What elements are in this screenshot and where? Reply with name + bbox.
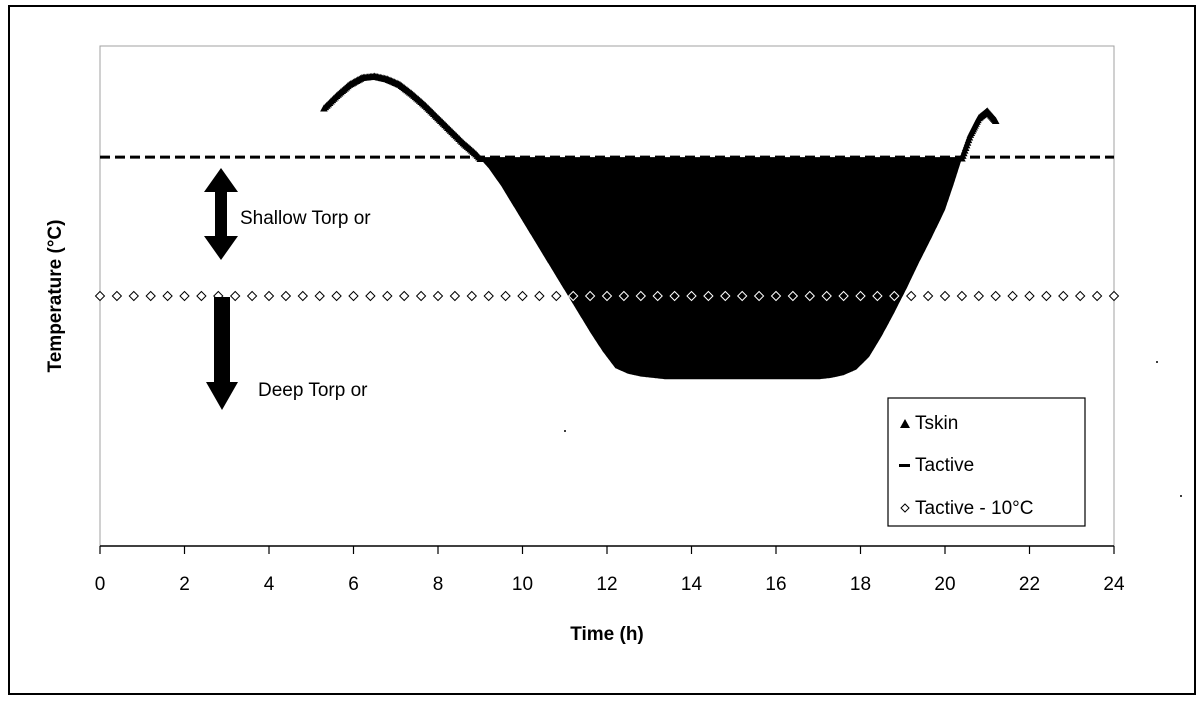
tactive-minus-10-point	[922, 290, 934, 302]
tactive-minus-10-point	[145, 290, 156, 302]
tactive-minus-10-point	[348, 290, 359, 302]
tactive-minus-10-point	[720, 290, 731, 302]
tactive-minus-10-point	[736, 290, 748, 302]
legend: Tskin Tactive Tactive - 10°C	[887, 397, 1086, 527]
shallow-torpor-label: Shallow Torp or	[240, 208, 371, 229]
stray-dot	[564, 430, 566, 432]
tactive-minus-10-point	[517, 290, 528, 302]
tactive-minus-10-point	[652, 290, 663, 302]
tactive-minus-10-point	[162, 290, 173, 302]
deep-torpor-arrow	[206, 297, 238, 410]
deep-torpor-label: Deep Torp or	[258, 380, 368, 401]
x-tick-label: 6	[348, 574, 359, 595]
tactive-minus-10-point	[770, 290, 782, 302]
tactive-minus-10-point	[297, 290, 309, 302]
tactive-minus-10-point	[449, 290, 461, 302]
tactive-minus-10-point	[635, 290, 647, 302]
tactive-minus-10-point	[466, 290, 478, 302]
tskin-point	[476, 154, 485, 162]
tactive-minus-10-point	[872, 290, 883, 302]
tactive-minus-10-point	[905, 290, 917, 302]
legend-box	[887, 397, 1086, 527]
tactive-minus-10-point	[263, 290, 275, 302]
x-tick-label: 12	[596, 574, 617, 595]
tactive-minus-10-point	[432, 290, 444, 302]
x-tick-label: 2	[179, 574, 190, 595]
tactive-minus-10-point	[753, 290, 765, 302]
legend-tskin-label: Tskin	[915, 413, 958, 434]
x-tick-label: 20	[934, 574, 955, 595]
torpor-fill-layer	[478, 157, 963, 380]
tactive-minus-10-point	[382, 290, 393, 302]
tactive-minus-10-point	[314, 290, 325, 302]
tactive-minus-10-point	[534, 290, 545, 302]
tactive-minus-10-point	[1024, 290, 1035, 302]
tactive-minus-10-point	[365, 290, 376, 302]
tactive-minus-10-point	[128, 290, 140, 302]
legend-tactive-label: Tactive	[915, 455, 974, 476]
tactive-minus-10-point	[280, 290, 292, 302]
tactive-minus-10-point	[889, 290, 900, 302]
x-tick-label: 0	[95, 574, 106, 595]
tactive-minus-10-point	[601, 290, 613, 302]
tactive-minus-10-point	[398, 290, 410, 302]
tactive-minus-10-point	[483, 290, 494, 302]
tactive-minus-10-point	[331, 290, 342, 302]
tactive-minus-10-point	[500, 290, 511, 302]
tactive-minus-10-series	[94, 290, 1120, 302]
tactive-minus-10-point	[551, 290, 562, 302]
tactive-minus-10-point	[686, 290, 697, 302]
legend-tactive-marker	[899, 464, 910, 467]
tactive-minus-10-point	[1041, 290, 1052, 302]
x-tick-label: 14	[681, 574, 703, 595]
x-axis-label: Time (h)	[570, 624, 644, 645]
tactive-minus-10-point	[804, 290, 816, 302]
tskin-point	[991, 117, 1000, 124]
x-tick-label: 22	[1019, 574, 1040, 595]
x-tick-label: 8	[433, 574, 444, 595]
x-tick-label: 10	[512, 574, 533, 595]
tactive-minus-10-point	[618, 290, 630, 302]
tactive-minus-10-point	[973, 290, 985, 302]
tactive-minus-10-point	[855, 290, 866, 302]
tactive-minus-10-point	[1007, 290, 1018, 302]
tactive-minus-10-point	[1091, 290, 1103, 302]
tactive-minus-10-point	[956, 290, 968, 302]
stray-dot	[1180, 495, 1182, 497]
tactive-minus-10-point	[990, 290, 1001, 302]
tactive-minus-10-point	[821, 290, 832, 302]
shallow-torpor-arrow	[204, 168, 238, 260]
torpor-filled-area	[478, 157, 963, 380]
tactive-minus-10-point	[939, 290, 951, 302]
tactive-minus-10-point	[838, 290, 849, 302]
legend-tskin-marker	[900, 419, 910, 428]
stray-dot	[1156, 361, 1158, 363]
x-tick-label: 4	[264, 574, 275, 595]
legend-tactive-minus-10-label: Tactive - 10°C	[915, 498, 1033, 519]
tskin-series	[320, 72, 1000, 162]
legend-tactive-minus-10-marker	[900, 503, 910, 513]
tactive-minus-10-point	[1058, 290, 1069, 302]
x-tick-label: 16	[765, 574, 786, 595]
tactive-minus-10-point	[111, 290, 123, 302]
tactive-minus-10-point	[584, 290, 596, 302]
tactive-minus-10-point	[246, 290, 258, 302]
tactive-minus-10-point	[415, 290, 427, 302]
x-tick-label: 18	[850, 574, 871, 595]
y-axis-label: Temperature (°C)	[45, 220, 66, 373]
tactive-minus-10-point	[229, 290, 241, 302]
tactive-minus-10-point	[787, 290, 799, 302]
tactive-minus-10-point	[1074, 290, 1086, 302]
x-axis-ticks: 0 2 4 6 8 10 12 14 16 18 20 22 24	[95, 546, 1125, 595]
tactive-minus-10-point	[179, 290, 190, 302]
tactive-minus-10-point	[703, 290, 714, 302]
tactive-minus-10-point	[567, 290, 579, 302]
x-tick-label: 24	[1103, 574, 1125, 595]
tactive-minus-10-point	[196, 290, 207, 302]
tactive-minus-10-point	[1108, 290, 1120, 302]
tactive-minus-10-point	[669, 290, 680, 302]
tactive-minus-10-point	[94, 290, 106, 302]
